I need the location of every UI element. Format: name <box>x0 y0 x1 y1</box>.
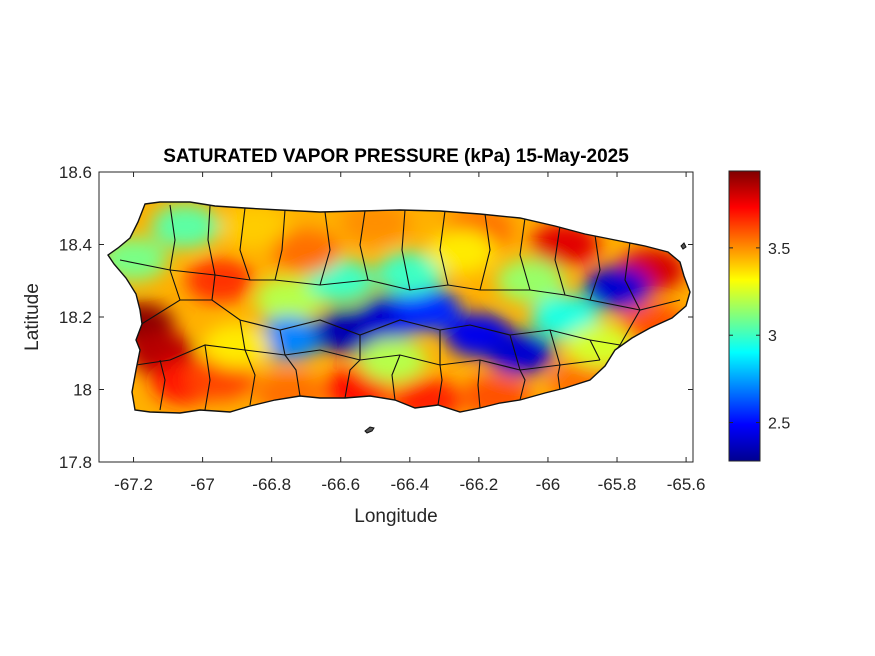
islet-caja-de-muertos <box>364 426 375 434</box>
y-tick-label: 18.4 <box>59 236 92 255</box>
heat-cell <box>151 204 220 249</box>
municipality-boundary <box>344 359 361 399</box>
heat-cell <box>358 338 427 383</box>
heat-cell <box>254 276 323 321</box>
municipality-boundary <box>169 204 181 301</box>
x-tick-label: -67.2 <box>114 475 153 494</box>
municipality-boundaries <box>119 204 681 411</box>
heat-cell <box>203 324 272 368</box>
colorbar-ticks: 2.5 3 3.5 <box>729 241 790 433</box>
x-tick-label: -66.2 <box>460 475 499 494</box>
x-tick-label: -66.4 <box>390 475 429 494</box>
heat-field <box>108 202 690 413</box>
heat-cell <box>393 287 462 332</box>
island-outline <box>107 201 691 414</box>
municipality-boundary <box>319 211 331 286</box>
heat-cell <box>496 258 565 303</box>
municipality-boundary <box>139 299 621 346</box>
colorbar-tick-label: 2.5 <box>768 416 790 433</box>
municipality-boundary <box>159 359 166 411</box>
municipality-boundary <box>119 259 681 311</box>
municipality-boundary <box>391 354 401 401</box>
municipality-boundary <box>244 349 256 406</box>
heat-cell <box>486 331 555 376</box>
municipality-boundary <box>359 210 369 281</box>
municipality-boundary <box>519 217 531 291</box>
heat-cell <box>185 258 254 303</box>
x-axis-label: Longitude <box>354 506 437 527</box>
municipality-boundary <box>274 209 286 281</box>
y-tick-label: 17.8 <box>59 453 92 472</box>
heat-cell <box>427 229 496 274</box>
heat-cell <box>220 204 289 249</box>
colorbar-tick-label: 3 <box>768 328 777 345</box>
municipality-boundary <box>519 369 526 401</box>
municipality-boundary <box>207 205 216 301</box>
municipality-boundary <box>479 213 491 291</box>
y-tick-label: 18.2 <box>59 308 92 327</box>
municipality-boundary <box>284 354 301 397</box>
municipality-boundary <box>589 339 601 361</box>
municipality-boundary <box>204 344 211 411</box>
municipality-boundary <box>509 334 521 371</box>
municipality-boundary <box>477 359 481 409</box>
municipality-boundary <box>439 210 449 286</box>
municipality-boundary <box>554 225 566 296</box>
municipality-boundary <box>239 207 251 281</box>
heat-cell <box>375 251 444 296</box>
heat-cell <box>341 202 410 245</box>
y-axis-ticks: 17.8 18 18.2 18.4 18.6 <box>59 163 693 472</box>
heat-cell <box>583 266 652 310</box>
y-tick-label: 18 <box>73 381 92 400</box>
municipality-boundary <box>549 329 561 366</box>
municipality-boundary <box>557 364 561 391</box>
colorbar <box>728 170 761 462</box>
municipality-boundary <box>401 209 411 291</box>
heat-cell <box>272 229 341 274</box>
y-tick-label: 18.6 <box>59 163 92 182</box>
x-tick-label: -67 <box>190 475 215 494</box>
colorbar-tick-label: 3.5 <box>768 241 790 258</box>
chart-title: SATURATED VAPOR PRESSURE (kPa) 15-May-20… <box>163 146 629 167</box>
x-axis-ticks: -67.2 -67 -66.8 -66.6 -66.4 -66.2 -66 -65.8 -65.… <box>114 172 705 494</box>
x-tick-label: -66 <box>536 475 561 494</box>
municipality-boundary <box>624 241 641 311</box>
x-tick-label: -65.6 <box>667 475 706 494</box>
y-axis-label: Latitude <box>22 283 43 351</box>
municipality-boundary <box>589 234 601 301</box>
islet-east <box>680 242 687 250</box>
municipality-boundary <box>437 364 443 406</box>
x-tick-label: -66.8 <box>252 475 291 494</box>
municipality-boundary <box>239 319 246 351</box>
x-tick-label: -66.6 <box>321 475 360 494</box>
x-tick-label: -65.8 <box>598 475 637 494</box>
municipality-boundary <box>279 329 286 356</box>
